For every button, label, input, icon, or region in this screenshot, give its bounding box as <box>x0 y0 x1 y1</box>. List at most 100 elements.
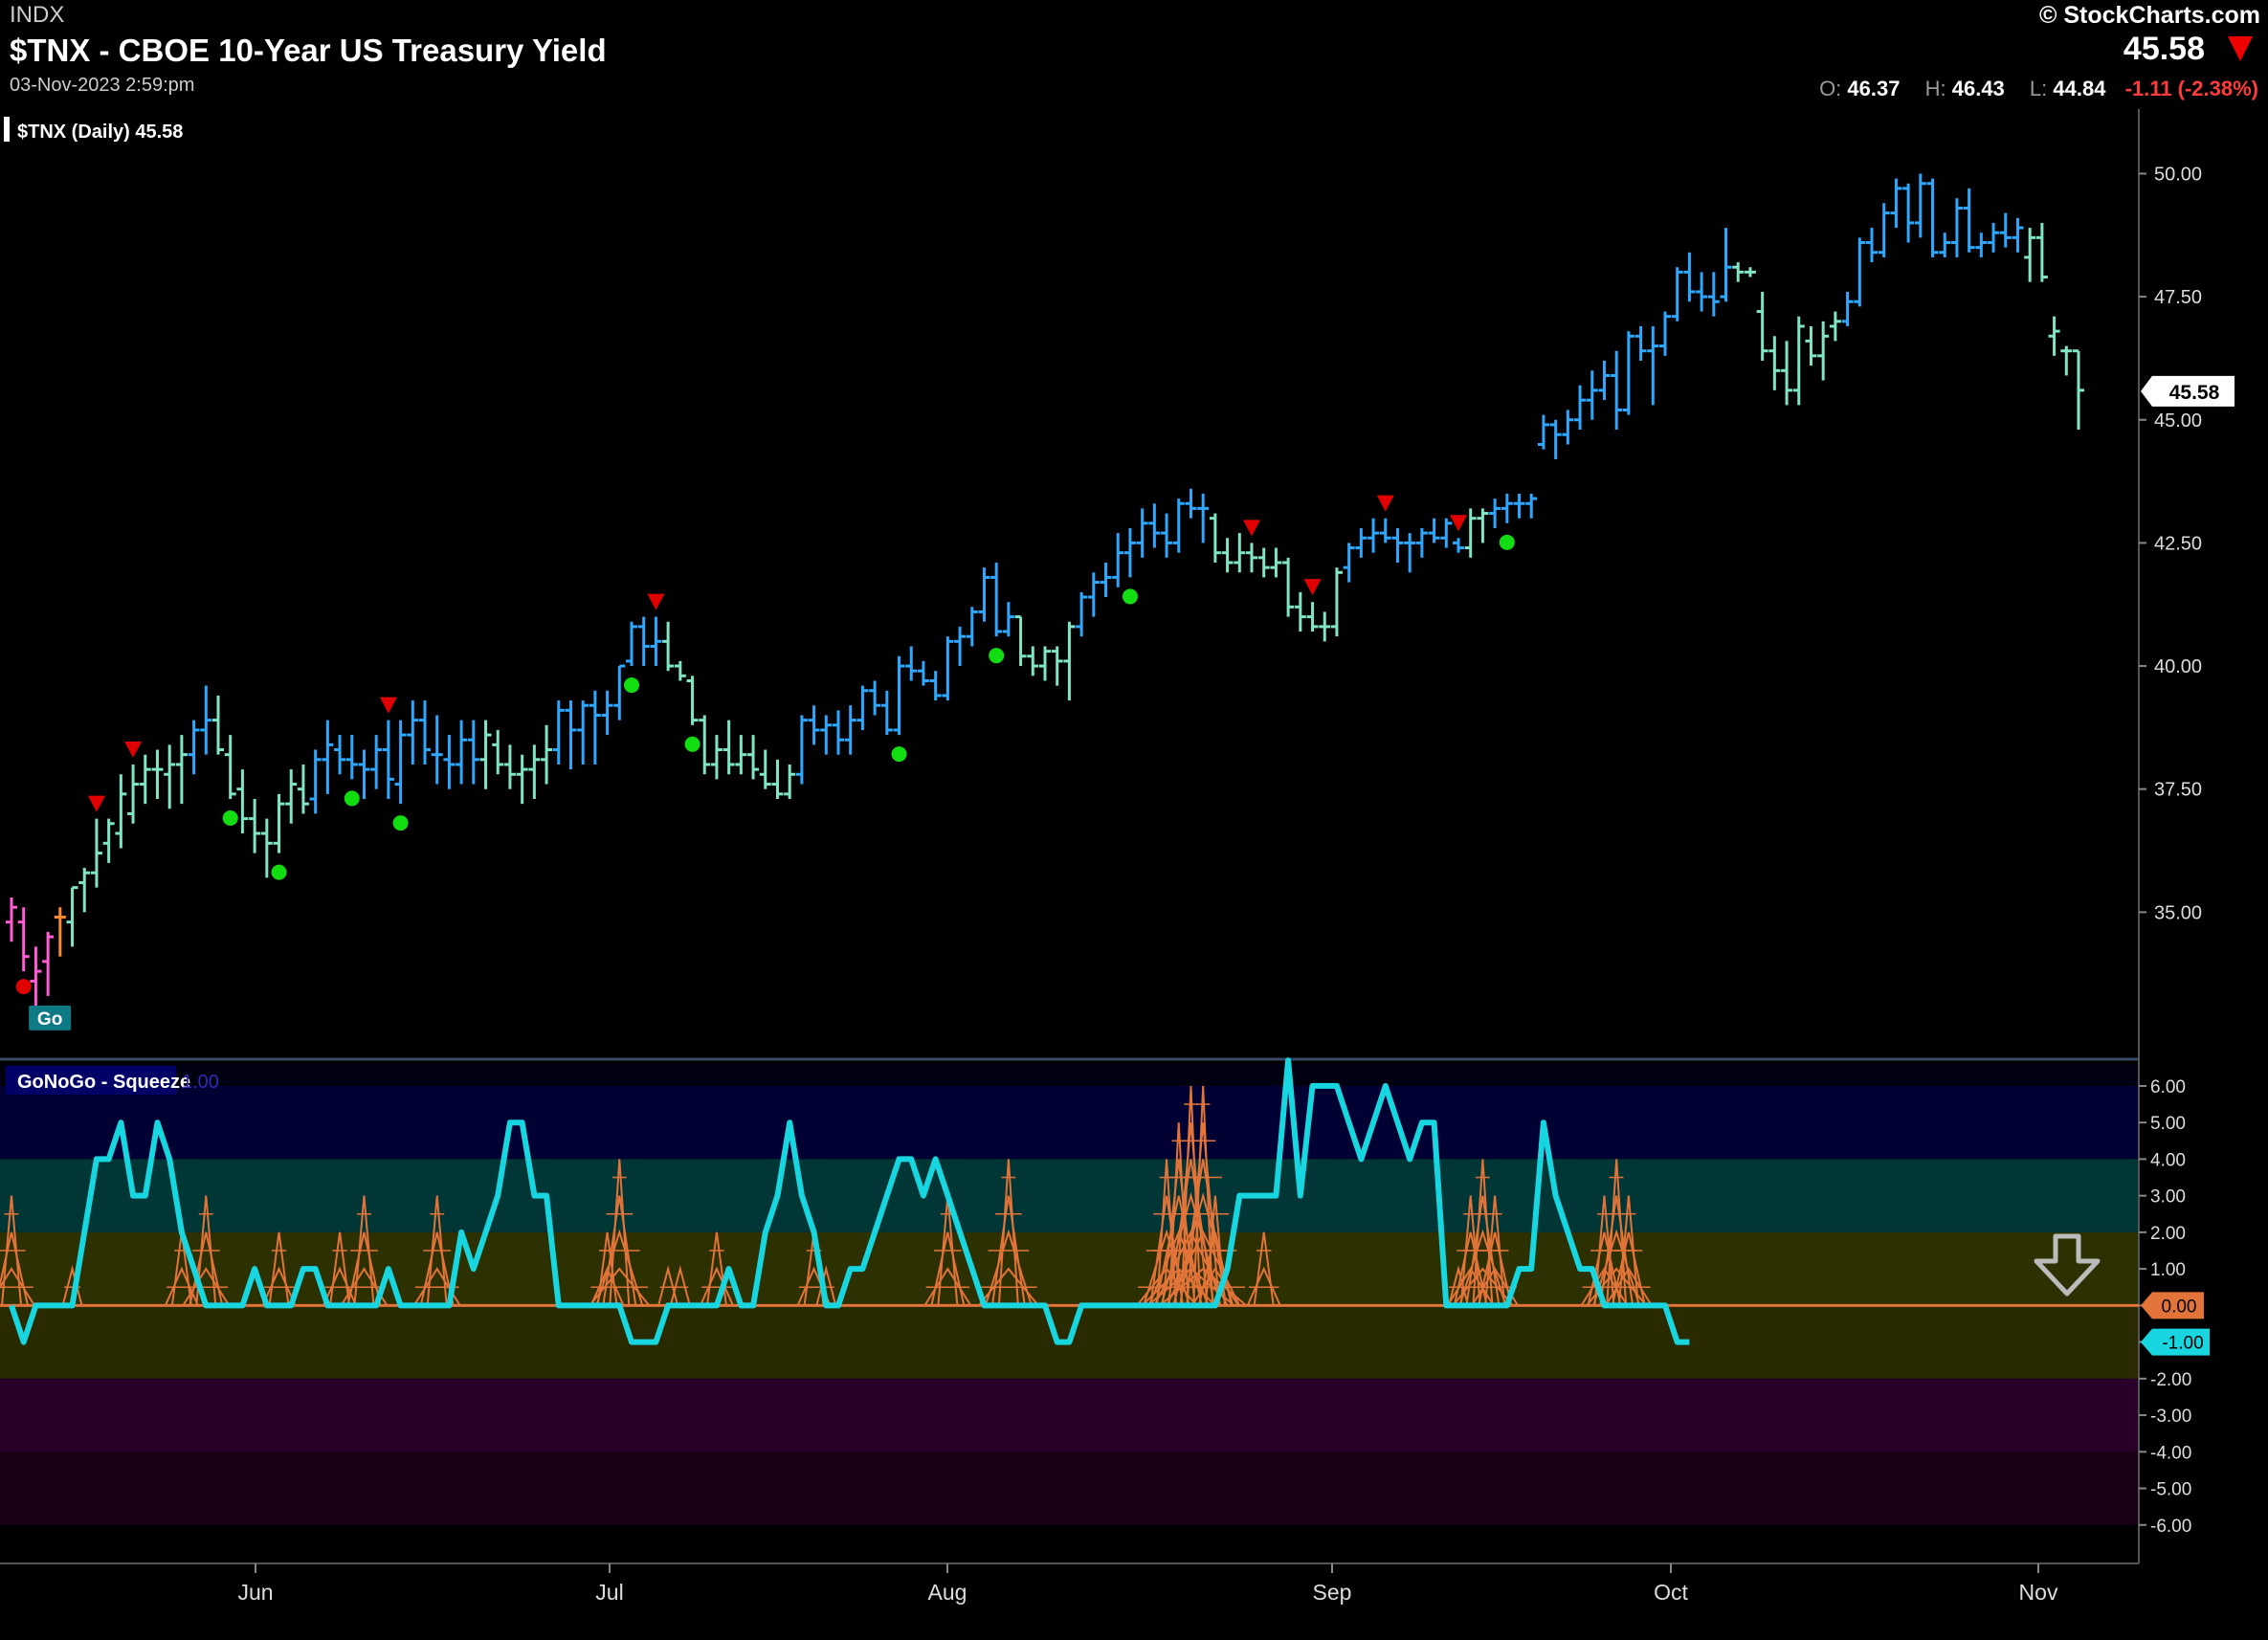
squeeze-triangle <box>1173 1122 1209 1306</box>
squeeze-triangle <box>1179 1159 1228 1306</box>
zero-tag-label: 0.00 <box>2162 1296 2197 1317</box>
go-trend-dot <box>271 864 287 880</box>
squeeze-triangle <box>815 1265 837 1306</box>
go-trend-dot <box>392 815 409 831</box>
oscillator-legend: GoNoGo - Squeeze <box>17 1072 190 1093</box>
countertrend-down-arrow <box>379 697 397 714</box>
squeeze-triangle <box>1192 1085 1214 1306</box>
squeeze-triangle <box>1204 1195 1226 1306</box>
squeeze-triangle <box>1186 1122 1221 1306</box>
squeeze-triangle <box>182 1267 231 1306</box>
x-tick-label: Oct <box>1654 1580 1688 1605</box>
squeeze-triangle <box>1458 1229 1507 1306</box>
oscillator-zone <box>0 1378 2139 1452</box>
squeeze-triangle <box>261 1266 297 1306</box>
squeeze-triangle <box>1448 1265 1469 1306</box>
countertrend-down-arrow <box>1303 579 1322 596</box>
countertrend-down-arrow <box>87 795 105 812</box>
squeeze-triangle <box>1 1195 22 1306</box>
oscillator-legend-bg <box>6 1066 176 1095</box>
oscillator-legend-value: 1.00 <box>182 1072 219 1093</box>
price-axis: 50.00 47.50 45.00 42.50 40.00 37.50 35.00 <box>2139 164 2202 923</box>
oscillator-tag-label: -1.00 <box>2162 1334 2203 1354</box>
squeeze-triangle <box>1166 1230 1241 1306</box>
oscillator-line: -1.00 <box>9 1057 2210 1356</box>
brand-label[interactable]: © StockCharts.com <box>2039 2 2260 29</box>
osc-tick-label: 1.00 <box>2150 1260 2186 1280</box>
squeeze-triangle <box>602 1195 637 1306</box>
squeeze-triangle <box>997 1159 1019 1306</box>
squeeze-triangle <box>1161 1159 1196 1306</box>
oscillator-zone <box>0 1231 2139 1306</box>
change-value: -1.11 (-2.38%) <box>2124 77 2258 100</box>
price-tick-label: 50.00 <box>2154 164 2202 185</box>
go-trend-dot <box>989 648 1005 664</box>
chart-header: INDX $TNX - CBOE 10-Year US Treasury Yie… <box>0 0 2268 107</box>
price-markers: Go 45.58 <box>15 375 2235 1031</box>
go-trend-dot <box>344 790 360 807</box>
zero-tag <box>2141 1292 2204 1319</box>
squeeze-triangle <box>609 1159 631 1306</box>
squeeze-triangle <box>1156 1159 1178 1306</box>
countertrend-down-arrow <box>124 741 143 758</box>
squeeze-triangle <box>990 1195 1026 1306</box>
squeeze-triangle <box>1453 1231 1488 1306</box>
oscillator-zone <box>0 1452 2139 1525</box>
price-bars <box>6 173 2084 1021</box>
countertrend-down-arrow <box>1243 520 1260 537</box>
price-tick-label: 42.50 <box>2154 533 2202 554</box>
oscillator-tag <box>2141 1328 2210 1356</box>
osc-tick-label: 3.00 <box>2150 1187 2186 1208</box>
x-tick-label: Aug <box>928 1580 967 1605</box>
squeeze-triangle <box>268 1231 290 1306</box>
last-price: 45.58 <box>2123 31 2205 67</box>
osc-tick-label: -4.00 <box>2150 1443 2191 1463</box>
squeeze-triangle <box>419 1231 455 1306</box>
high-label: H: <box>1924 77 1946 100</box>
x-tick-label: Jun <box>237 1580 273 1605</box>
go-trend-dot <box>1122 588 1138 605</box>
ohlc-readout: O: 46.37 H: 46.43 L: 44.84 -1.11 (-2.38%… <box>1800 77 2258 101</box>
osc-tick-label: 5.00 <box>2150 1114 2186 1134</box>
go-trend-dot <box>624 677 639 694</box>
osc-tick-label: -5.00 <box>2150 1480 2191 1500</box>
squeeze-triangle <box>1611 1231 1646 1306</box>
countertrend-down-arrow <box>1376 495 1394 512</box>
squeeze-triangle <box>1465 1195 1501 1306</box>
squeeze-triangle <box>0 1231 29 1306</box>
go-trend-dot <box>1499 534 1515 550</box>
price-tick-label: 45.00 <box>2154 410 2202 432</box>
countertrend-down-arrow <box>647 593 665 610</box>
squeeze-triangle <box>1246 1266 1281 1306</box>
oscillator-zone <box>0 1524 2139 1562</box>
osc-tick-label: 4.00 <box>2150 1150 2186 1170</box>
go-label: Go <box>37 1009 62 1030</box>
squeeze-triangle <box>1484 1195 1506 1306</box>
squeeze-triangle <box>930 1231 966 1306</box>
squeeze-triangle <box>1599 1195 1634 1306</box>
squeeze-triangle <box>353 1195 375 1306</box>
squeeze-triangle <box>1191 1267 1239 1306</box>
squeeze-triangle <box>923 1267 972 1306</box>
x-axis: Jun Jul Aug Sep Oct Nov <box>237 1563 2058 1605</box>
osc-tick-label: -3.00 <box>2150 1407 2191 1427</box>
squeeze-triangle <box>346 1231 382 1306</box>
x-tick-label: Nov <box>2019 1580 2058 1605</box>
squeeze-triangle <box>984 1229 1033 1306</box>
last-price-tag <box>2141 375 2235 407</box>
squeeze-triangle <box>669 1265 691 1306</box>
go-trend-dot <box>891 746 907 763</box>
price-tick-label: 47.50 <box>2154 287 2202 308</box>
price-tick-label: 37.50 <box>2154 780 2202 801</box>
go-trend-dot <box>684 736 700 752</box>
osc-tick-label: -2.00 <box>2150 1370 2191 1390</box>
oscillator-zone <box>0 1085 2139 1160</box>
squeeze-triangle <box>700 1266 734 1306</box>
oscillator-series <box>9 1057 1690 1345</box>
squeeze-triangle <box>1253 1231 1275 1306</box>
squeeze-triangle <box>1605 1267 1653 1306</box>
squeeze-triangle <box>1159 1267 1247 1307</box>
squeeze-triangle <box>1593 1195 1615 1306</box>
x-tick-label: Sep <box>1313 1580 1352 1605</box>
